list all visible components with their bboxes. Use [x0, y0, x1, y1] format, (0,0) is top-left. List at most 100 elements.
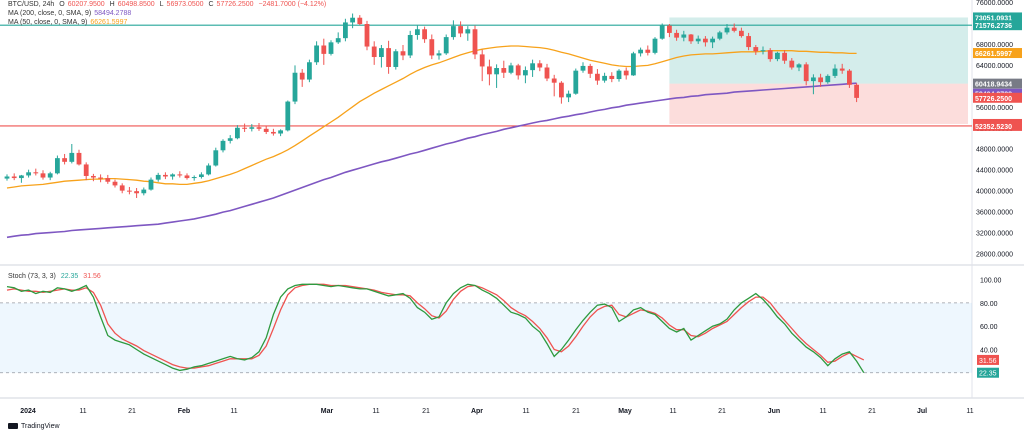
candle-body — [199, 174, 204, 178]
candle-body — [184, 175, 190, 179]
candle-body — [343, 22, 348, 39]
time-tick-label: 11 — [966, 408, 973, 415]
candle-body — [832, 68, 838, 76]
candle-body — [551, 78, 557, 83]
candle-body — [487, 66, 492, 75]
candle-body — [386, 48, 391, 67]
price-tick-label: 32000.0000 — [976, 231, 1013, 238]
candle-body — [314, 45, 319, 63]
candle-body — [746, 36, 751, 48]
candle-body — [127, 190, 132, 192]
candle-body — [321, 45, 327, 54]
legend-low-label: L — [159, 1, 164, 8]
time-tick-label: 11 — [79, 408, 86, 415]
candle-body — [710, 38, 715, 43]
candle-body — [695, 38, 701, 42]
candle-body — [206, 165, 211, 175]
candle-body — [40, 173, 46, 178]
candle-body — [789, 60, 795, 68]
candle-body — [429, 39, 435, 56]
time-tick-label: Jul — [917, 408, 927, 415]
candles — [4, 13, 859, 198]
stoch-k-line — [6, 283, 865, 374]
stoch-tick-label: 100.00 — [980, 278, 1002, 285]
candle-body — [357, 17, 363, 25]
candle-body — [703, 38, 708, 43]
candle-body — [717, 32, 723, 39]
candle-body — [379, 48, 384, 58]
candle-body — [616, 70, 622, 80]
stoch-d-value-label: 31.56 — [979, 358, 997, 365]
price-label-bg-5 — [973, 92, 1022, 103]
candle-body — [458, 26, 463, 34]
candle-body — [271, 131, 276, 134]
candle-body — [422, 29, 427, 40]
candle-body — [523, 70, 528, 76]
stoch-tick-label: 60.00 — [980, 324, 998, 331]
candle-body — [839, 68, 845, 71]
legend-symbol: BTC/USD, 24h — [8, 1, 55, 8]
legend-ma200-label: MA (200, close, 0, SMA, 9) — [8, 10, 92, 17]
candle-body — [278, 130, 283, 134]
candle-body — [163, 174, 168, 177]
time-tick-label: 11 — [669, 408, 676, 415]
candle-body — [335, 38, 341, 43]
candle-body — [537, 63, 543, 68]
candle-body — [443, 37, 449, 54]
price-tick-label: 44000.0000 — [976, 168, 1013, 175]
candle-body — [155, 174, 161, 180]
time-tick-label: 11 — [372, 408, 379, 415]
time-tick-label: 11 — [819, 408, 826, 415]
footer-brand[interactable]: TradingView — [8, 423, 60, 430]
candle-body — [494, 68, 499, 75]
candle-body — [62, 158, 67, 162]
candle-body — [213, 150, 219, 166]
candle-body — [141, 189, 147, 194]
candle-body — [811, 77, 816, 82]
candle-body — [69, 152, 75, 162]
price-tick-label: 76000.0000 — [976, 0, 1013, 7]
candle-body — [285, 101, 291, 131]
stoch-k-label-bg — [977, 367, 999, 378]
candle-body — [515, 65, 521, 76]
candle-body — [256, 127, 262, 129]
candle-body — [299, 72, 305, 80]
candle-body — [854, 84, 859, 98]
time-tick-label: Mar — [321, 408, 334, 415]
legend-stoch-label: Stoch (73, 3, 3) — [8, 273, 56, 280]
candle-body — [436, 53, 442, 56]
candle-body — [191, 177, 197, 179]
stoch-band-fill — [0, 302, 972, 373]
price-label-bg-1 — [973, 20, 1022, 31]
legend-high: 60498.8500 — [117, 1, 155, 8]
candle-body — [803, 64, 809, 82]
legend-low: 56973.0500 — [166, 1, 204, 8]
candle-body — [364, 24, 370, 47]
candle-body — [242, 127, 247, 129]
price-tick-label: 56000.0000 — [976, 105, 1013, 112]
candle-body — [400, 51, 406, 56]
legend-change: −2481.7000 (−4.12%) — [258, 1, 327, 8]
candle-body — [760, 50, 766, 52]
candle-body — [566, 93, 571, 98]
time-tick-label: 21 — [422, 408, 430, 415]
time-tick-label: 21 — [868, 408, 876, 415]
ma200-line — [6, 82, 857, 239]
time-tick-label: 11 — [522, 408, 529, 415]
price-tick-label: 28000.0000 — [976, 252, 1013, 259]
price-tick-label: 40000.0000 — [976, 189, 1013, 196]
candle-body — [227, 138, 233, 141]
candle-body — [170, 174, 175, 177]
stoch-d-label-bg — [977, 354, 999, 365]
candle-body — [235, 127, 240, 139]
candle-body — [559, 82, 564, 98]
time-tick-label: Apr — [471, 408, 483, 415]
candle-body — [83, 164, 89, 176]
candle-body — [775, 52, 780, 60]
candle-body — [530, 63, 535, 71]
legend-close-label: C — [208, 1, 214, 8]
candle-body — [674, 32, 679, 38]
candle-body — [119, 185, 125, 191]
candle-body — [508, 65, 514, 73]
